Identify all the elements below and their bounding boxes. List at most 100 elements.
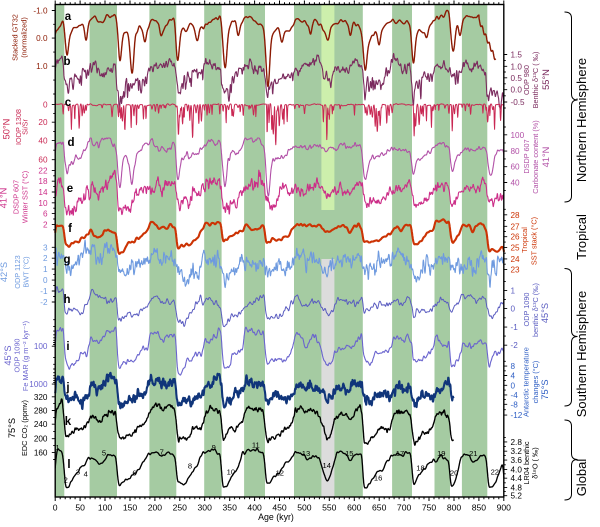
svg-text:80: 80 [511,147,521,156]
svg-text:800: 800 [447,503,462,513]
svg-text:25: 25 [511,243,521,252]
svg-text:100: 100 [34,342,48,351]
svg-text:0: 0 [43,101,48,110]
svg-text:Global: Global [574,459,589,497]
svg-text:δ¹⁸O ( ‰): δ¹⁸O ( ‰) [531,447,540,478]
svg-text:Stacked GT32: Stacked GT32 [11,14,20,61]
svg-text:4: 4 [511,372,516,381]
svg-text:1: 1 [511,287,516,296]
svg-text:SST stack (°C): SST stack (°C) [530,217,539,265]
svg-text:0: 0 [511,304,516,313]
svg-text:600: 600 [347,503,362,513]
svg-text:27: 27 [511,222,521,231]
svg-text:5: 5 [102,449,106,458]
svg-text:Benthic δ¹³C ( ‰): Benthic δ¹³C ( ‰) [531,52,540,109]
svg-text:10: 10 [38,199,48,208]
svg-text:100: 100 [511,131,525,140]
svg-text:2.8: 2.8 [511,438,523,447]
svg-text:6: 6 [132,469,136,478]
svg-text:LR04 benthic: LR04 benthic [522,441,531,484]
svg-text:1: 1 [43,265,48,274]
svg-text:10: 10 [227,468,235,477]
svg-text:22: 22 [38,166,48,175]
svg-text:7: 7 [160,448,164,457]
svg-text:350: 350 [223,503,238,513]
svg-text:50°N: 50°N [2,119,12,140]
svg-text:-2: -2 [511,341,519,350]
svg-text:300: 300 [198,503,213,513]
svg-text:55°N: 55°N [541,69,551,90]
svg-text:45°S: 45°S [540,303,550,323]
svg-text:200: 200 [148,503,163,513]
svg-text:23: 23 [511,266,521,275]
svg-text:700: 700 [397,503,412,513]
svg-text:5.2: 5.2 [511,492,523,501]
svg-text:40: 40 [511,179,521,188]
svg-text:14: 14 [38,188,48,197]
svg-text:0.0: 0.0 [36,34,48,43]
svg-text:11: 11 [252,441,260,450]
svg-text:3: 3 [43,243,48,252]
svg-text:550: 550 [322,503,337,513]
svg-text:-12: -12 [511,411,523,420]
svg-text:d: d [67,137,74,149]
svg-text:BWT (°C): BWT (°C) [21,256,30,287]
svg-text:6: 6 [43,210,48,219]
svg-text:900: 900 [497,503,512,513]
svg-text:75°S: 75°S [7,418,17,438]
svg-text:17: 17 [396,449,404,458]
svg-text:1: 1 [55,443,59,452]
svg-text:3: 3 [76,468,80,477]
svg-text:3.6: 3.6 [511,456,523,465]
svg-text:13: 13 [302,449,310,458]
svg-text:320: 320 [34,393,48,402]
svg-text:ODP 1090: ODP 1090 [522,293,531,327]
svg-text:8: 8 [511,362,516,371]
svg-text:150: 150 [123,503,138,513]
svg-text:15: 15 [345,449,353,458]
svg-text:0: 0 [43,276,48,285]
svg-text:200: 200 [34,435,48,444]
svg-text:500: 500 [297,503,312,513]
svg-text:280: 280 [34,407,48,416]
svg-text:75°S: 75°S [540,379,550,399]
svg-text:k: k [65,416,72,428]
svg-text:j: j [65,382,69,394]
svg-text:-1: -1 [40,287,48,296]
svg-text:50: 50 [75,503,85,513]
svg-text:250: 250 [173,503,188,513]
svg-text:Northern Hemisphere: Northern Hemisphere [574,58,589,182]
svg-text:850: 850 [472,503,487,513]
svg-text:g: g [63,254,70,266]
svg-text:-1: -1 [511,323,519,332]
svg-text:ODP 1090: ODP 1090 [13,339,22,373]
svg-text:41°N: 41°N [541,147,551,168]
svg-text:12: 12 [276,469,284,478]
svg-text:Winter SST (°C): Winter SST (°C) [21,171,30,223]
svg-text:4: 4 [84,470,88,479]
svg-text:2: 2 [64,476,68,485]
svg-text:1000: 1000 [29,380,48,389]
svg-text:Tropical: Tropical [520,227,529,253]
svg-text:a: a [65,11,72,23]
svg-text:750: 750 [422,503,437,513]
svg-text:24: 24 [511,255,521,264]
svg-text:28: 28 [511,211,521,220]
svg-text:18: 18 [416,464,424,473]
svg-text:3.2: 3.2 [511,447,523,456]
svg-text:20: 20 [38,118,48,127]
svg-text:160: 160 [34,449,48,458]
svg-text:ODP 980: ODP 980 [522,65,531,95]
svg-text:45°S: 45°S [3,345,13,365]
svg-text:h: h [63,294,70,306]
svg-text:21: 21 [469,449,477,458]
svg-text:ODP 1123: ODP 1123 [13,255,22,288]
svg-text:Southern Hemisphere: Southern Hemisphere [574,291,589,417]
svg-text:18: 18 [38,177,48,186]
svg-text:benthic δ¹³C (‰): benthic δ¹³C (‰) [531,283,540,337]
svg-text:4.4: 4.4 [511,474,523,483]
svg-text:41°N: 41°N [0,188,9,209]
svg-text:22: 22 [491,467,499,476]
svg-text:-1.0: -1.0 [33,7,48,16]
svg-text:400: 400 [247,503,262,513]
